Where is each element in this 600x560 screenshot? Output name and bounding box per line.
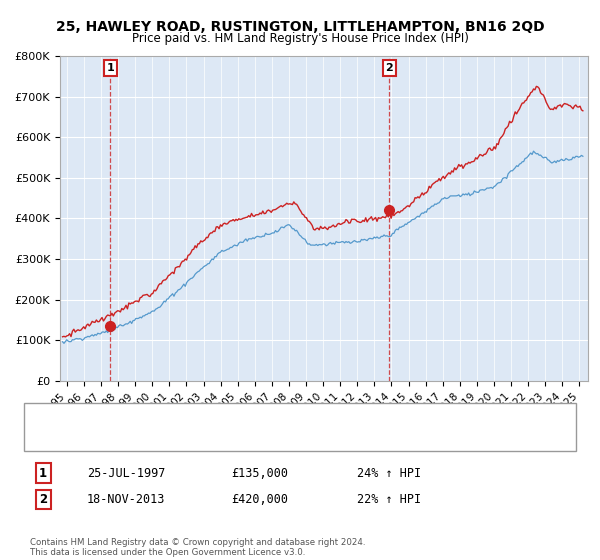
Text: 25-JUL-1997: 25-JUL-1997 xyxy=(87,466,166,480)
Text: 2: 2 xyxy=(39,493,47,506)
Text: Contains HM Land Registry data © Crown copyright and database right 2024.
This d: Contains HM Land Registry data © Crown c… xyxy=(30,538,365,557)
Text: 24% ↑ HPI: 24% ↑ HPI xyxy=(357,466,421,480)
Text: 1: 1 xyxy=(107,63,114,73)
Text: 25, HAWLEY ROAD, RUSTINGTON, LITTLEHAMPTON, BN16 2QD (detached house): 25, HAWLEY ROAD, RUSTINGTON, LITTLEHAMPT… xyxy=(69,408,472,418)
Text: ——: —— xyxy=(42,425,73,440)
Text: ——: —— xyxy=(42,405,73,420)
Text: £420,000: £420,000 xyxy=(231,493,288,506)
Text: 2: 2 xyxy=(386,63,394,73)
Text: 25, HAWLEY ROAD, RUSTINGTON, LITTLEHAMPTON, BN16 2QD: 25, HAWLEY ROAD, RUSTINGTON, LITTLEHAMPT… xyxy=(56,20,544,34)
Text: Price paid vs. HM Land Registry's House Price Index (HPI): Price paid vs. HM Land Registry's House … xyxy=(131,32,469,45)
Text: £135,000: £135,000 xyxy=(231,466,288,480)
Text: 18-NOV-2013: 18-NOV-2013 xyxy=(87,493,166,506)
Text: 22% ↑ HPI: 22% ↑ HPI xyxy=(357,493,421,506)
Text: 1: 1 xyxy=(39,466,47,480)
Text: HPI: Average price, detached house, Arun: HPI: Average price, detached house, Arun xyxy=(69,427,277,437)
